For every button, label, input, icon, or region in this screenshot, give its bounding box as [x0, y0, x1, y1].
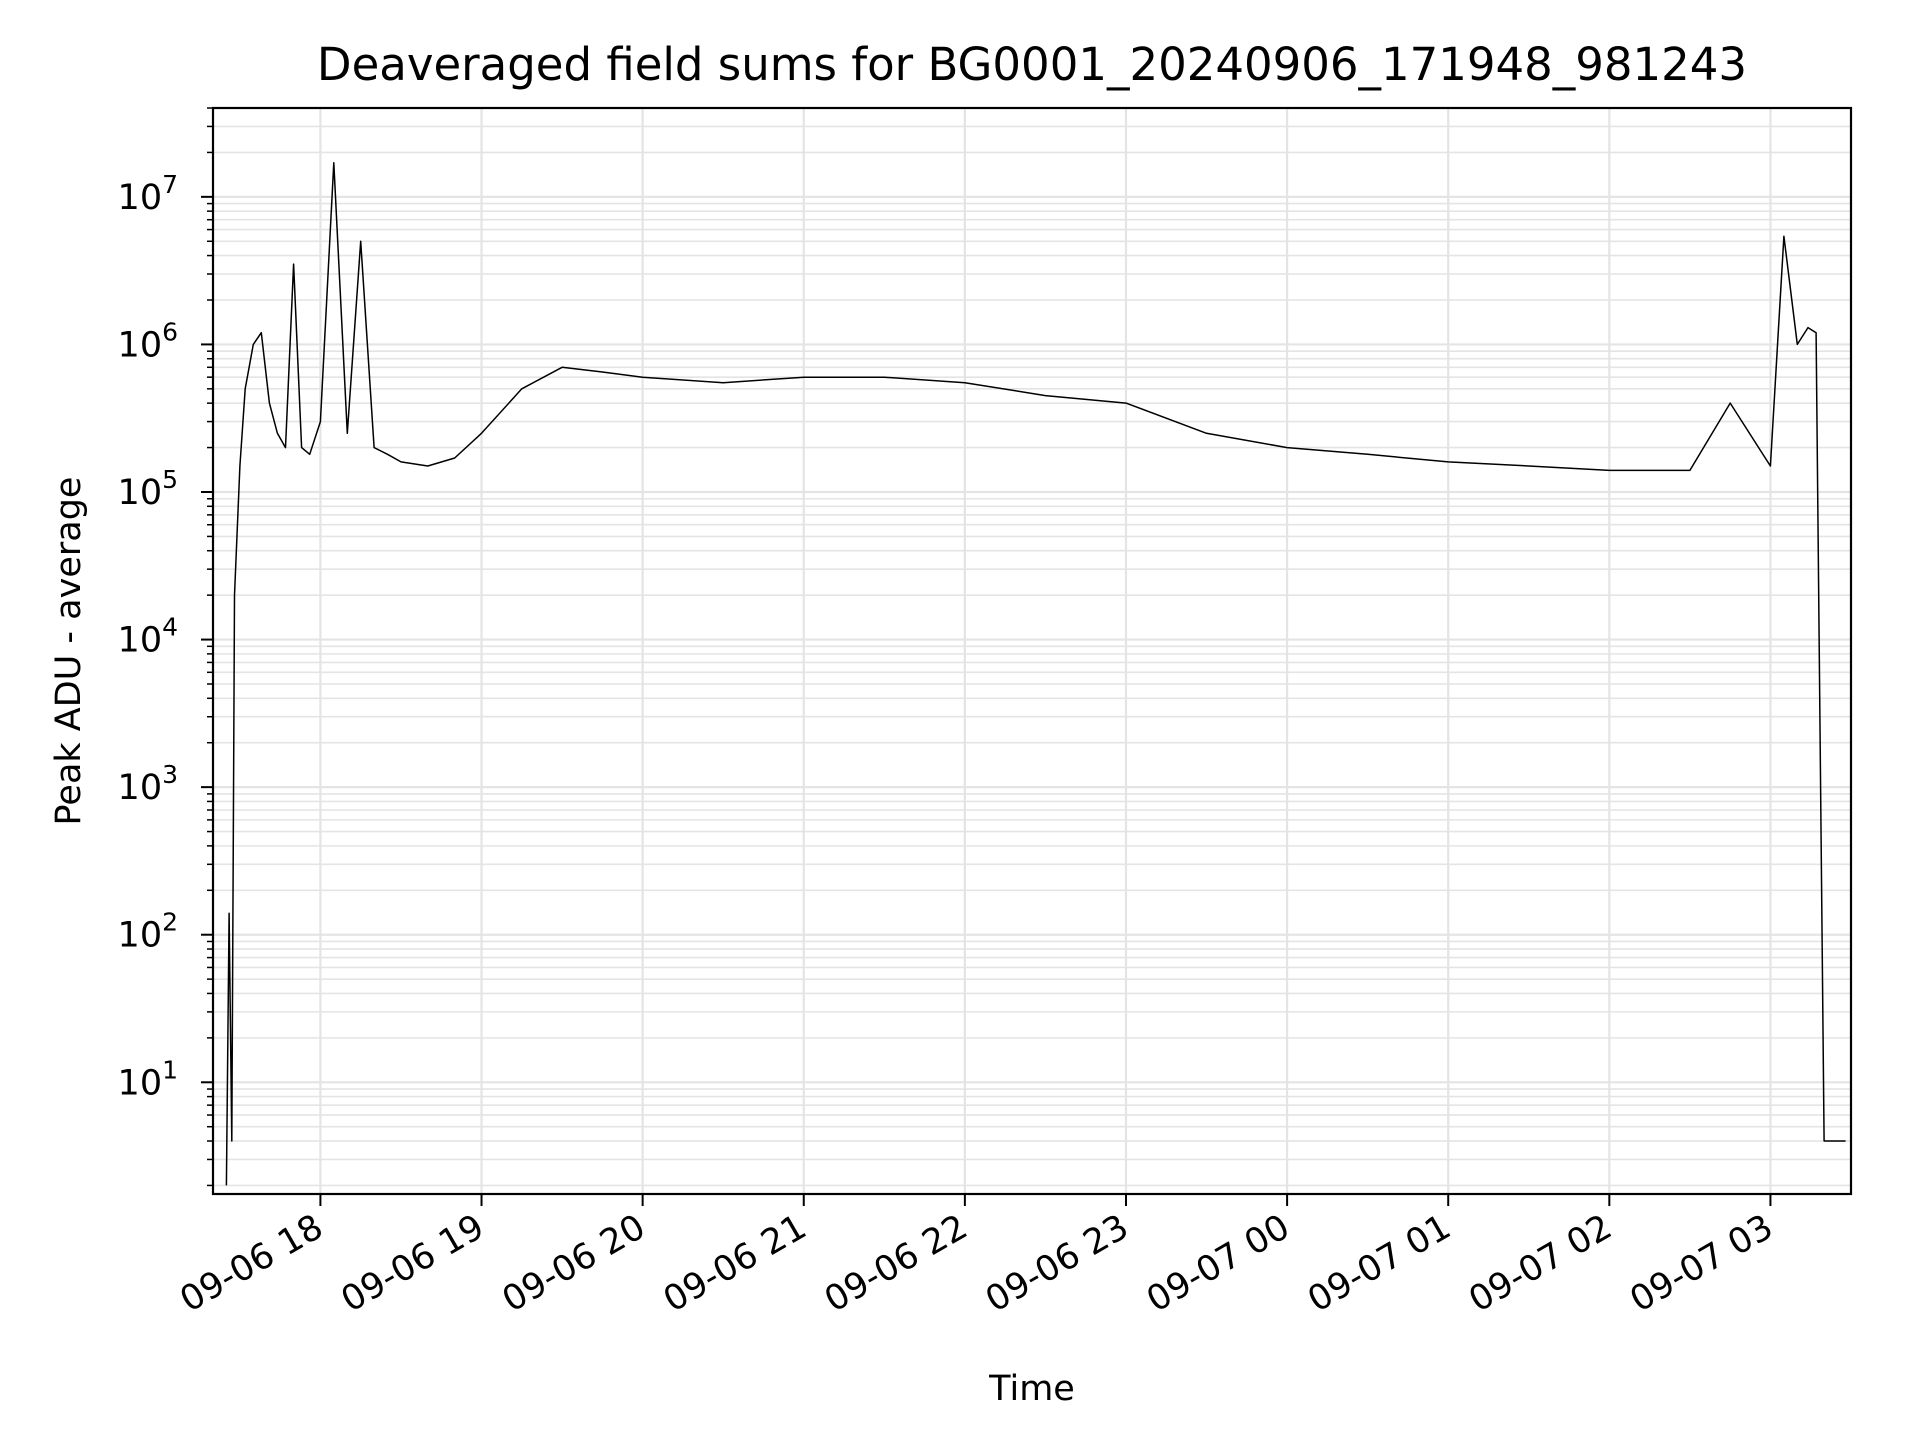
y-tick-label: 104 [118, 613, 178, 661]
x-axis-label: Time [988, 1369, 1075, 1409]
y-tick-label: 106 [118, 317, 178, 365]
y-axis-label: Peak ADU - average [49, 477, 89, 826]
grid-lines [213, 107, 1851, 1194]
y-tick-label: 107 [118, 170, 178, 218]
y-tick-label: 103 [118, 760, 178, 808]
y-tick-label: 105 [118, 465, 178, 513]
series-line [225, 162, 1846, 1186]
y-tick-label: 102 [118, 908, 178, 956]
y-tick-label: 101 [118, 1055, 178, 1103]
plot-frame [211, 106, 1853, 1196]
chart-title: Deaveraged field sums for BG0001_2024090… [317, 38, 1747, 91]
series-layer [225, 162, 1846, 1186]
